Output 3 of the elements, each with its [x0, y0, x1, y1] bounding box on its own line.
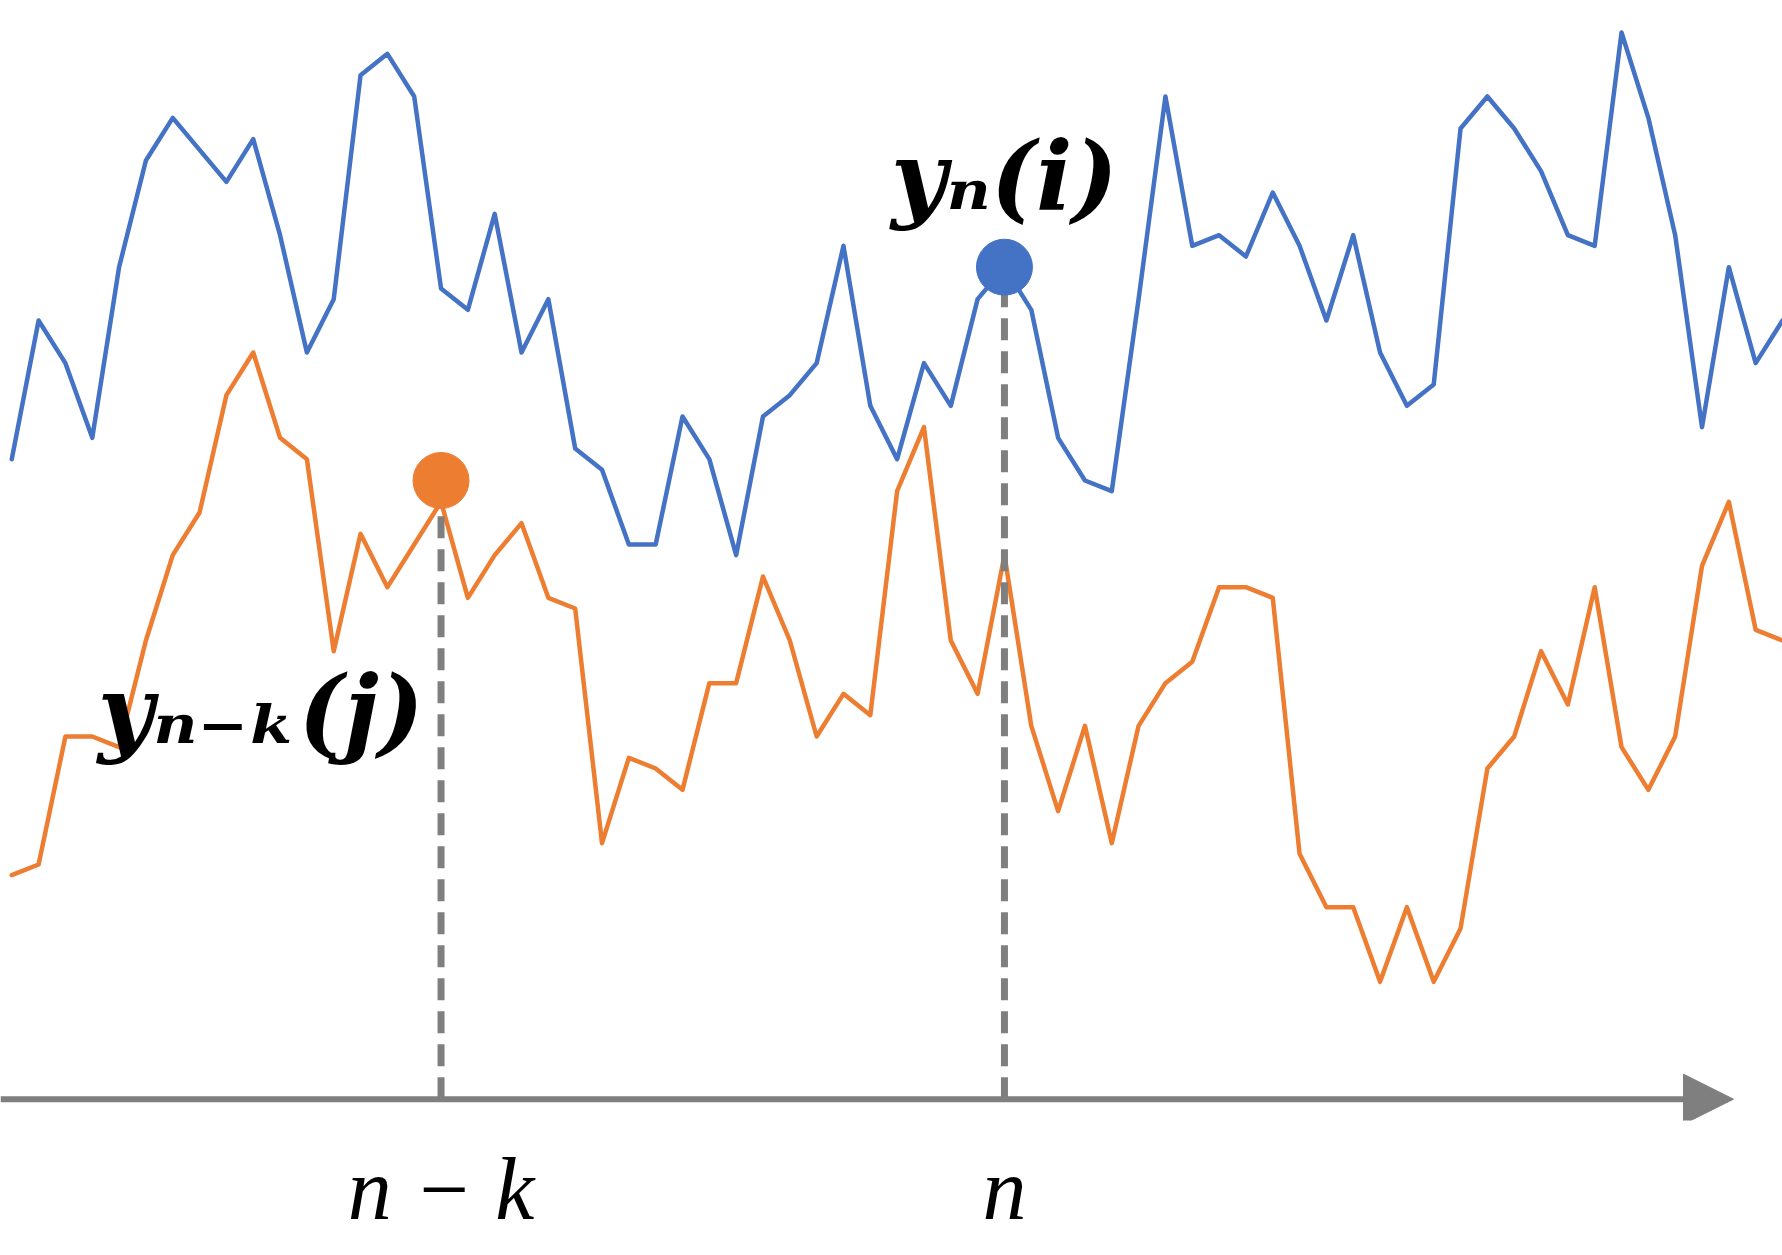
x-tick-label: n − k — [347, 1140, 537, 1238]
series-label: yₙ(i) — [888, 120, 1118, 234]
x-tick-label: n — [982, 1140, 1027, 1238]
